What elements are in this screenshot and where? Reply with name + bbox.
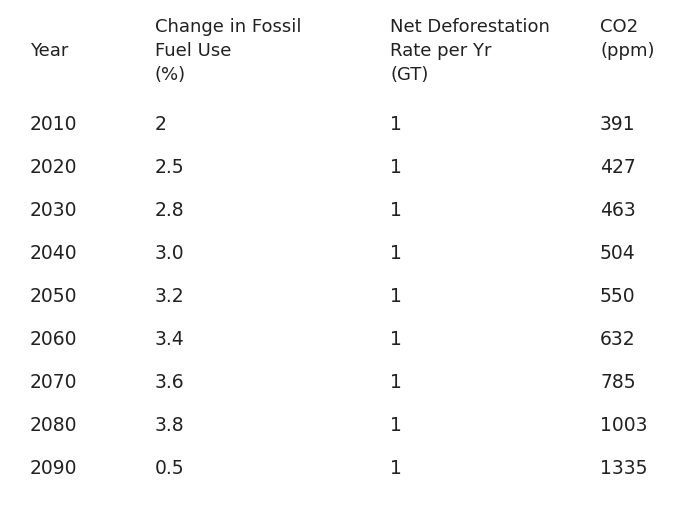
- Text: 2030: 2030: [30, 201, 78, 220]
- Text: 550: 550: [600, 287, 636, 306]
- Text: 1: 1: [390, 115, 402, 134]
- Text: 2: 2: [155, 115, 167, 134]
- Text: 1: 1: [390, 244, 402, 263]
- Text: 3.4: 3.4: [155, 330, 185, 349]
- Text: 1: 1: [390, 158, 402, 177]
- Text: 2090: 2090: [30, 459, 78, 478]
- Text: Year: Year: [30, 42, 69, 60]
- Text: 2.5: 2.5: [155, 158, 185, 177]
- Text: (%): (%): [155, 66, 186, 84]
- Text: 0.5: 0.5: [155, 459, 185, 478]
- Text: Change in Fossil: Change in Fossil: [155, 18, 302, 36]
- Text: CO2: CO2: [600, 18, 638, 36]
- Text: 1335: 1335: [600, 459, 648, 478]
- Text: 3.8: 3.8: [155, 416, 185, 435]
- Text: 2020: 2020: [30, 158, 78, 177]
- Text: 1: 1: [390, 330, 402, 349]
- Text: (GT): (GT): [390, 66, 428, 84]
- Text: 3.2: 3.2: [155, 287, 185, 306]
- Text: 463: 463: [600, 201, 636, 220]
- Text: 2050: 2050: [30, 287, 78, 306]
- Text: 2070: 2070: [30, 373, 78, 392]
- Text: 2080: 2080: [30, 416, 78, 435]
- Text: 3.0: 3.0: [155, 244, 185, 263]
- Text: 391: 391: [600, 115, 636, 134]
- Text: 2060: 2060: [30, 330, 78, 349]
- Text: 1: 1: [390, 416, 402, 435]
- Text: 785: 785: [600, 373, 636, 392]
- Text: (ppm): (ppm): [600, 42, 654, 60]
- Text: 2040: 2040: [30, 244, 78, 263]
- Text: 1003: 1003: [600, 416, 648, 435]
- Text: 3.6: 3.6: [155, 373, 185, 392]
- Text: 1: 1: [390, 459, 402, 478]
- Text: 2010: 2010: [30, 115, 78, 134]
- Text: 1: 1: [390, 287, 402, 306]
- Text: 504: 504: [600, 244, 636, 263]
- Text: Rate per Yr: Rate per Yr: [390, 42, 491, 60]
- Text: 427: 427: [600, 158, 636, 177]
- Text: Fuel Use: Fuel Use: [155, 42, 232, 60]
- Text: 1: 1: [390, 373, 402, 392]
- Text: 1: 1: [390, 201, 402, 220]
- Text: 632: 632: [600, 330, 636, 349]
- Text: 2.8: 2.8: [155, 201, 185, 220]
- Text: Net Deforestation: Net Deforestation: [390, 18, 550, 36]
